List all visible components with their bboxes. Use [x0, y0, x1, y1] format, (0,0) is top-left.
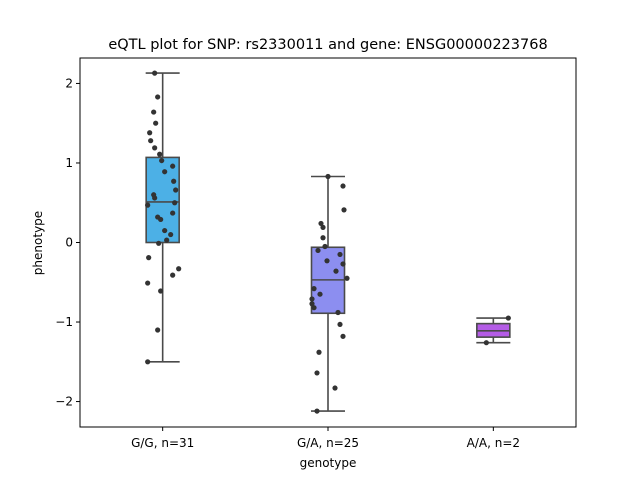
data-point [322, 243, 328, 250]
data-point [145, 280, 151, 286]
data-point [152, 70, 158, 76]
data-point [314, 408, 320, 414]
data-point [335, 309, 341, 316]
data-point [314, 370, 320, 376]
data-point [170, 210, 176, 216]
data-point [172, 200, 178, 206]
data-point [155, 94, 161, 100]
data-point [152, 195, 158, 201]
data-point [311, 305, 317, 311]
data-point [148, 138, 154, 144]
y-tick-label: 2 [65, 76, 73, 90]
x-tick-label: G/A, n=25 [297, 436, 359, 450]
data-point [171, 178, 177, 184]
data-point [146, 255, 152, 261]
y-axis-label: phenotype [31, 211, 45, 275]
data-point [151, 109, 157, 115]
data-point [325, 173, 331, 180]
data-point [337, 321, 343, 328]
data-point [311, 286, 317, 292]
data-point [309, 296, 315, 302]
data-point [316, 349, 322, 355]
data-point [315, 247, 321, 254]
data-point [176, 266, 182, 272]
y-tick-label: 0 [65, 236, 73, 250]
data-point [332, 385, 338, 391]
data-point [320, 235, 326, 241]
data-point [147, 130, 153, 136]
data-point [309, 301, 315, 307]
y-tick-label: 1 [65, 156, 73, 170]
data-point [156, 240, 162, 246]
y-axis: −2 −1 0 1 2 [55, 76, 80, 409]
data-point [168, 231, 174, 238]
data-point [344, 275, 350, 281]
data-point [320, 224, 326, 230]
data-point [152, 145, 158, 151]
data-point [170, 163, 176, 169]
data-point [173, 187, 179, 193]
data-point [157, 151, 163, 157]
data-point [318, 220, 324, 227]
data-point [162, 227, 168, 234]
x-axis-label: genotype [300, 456, 357, 470]
y-tick-label: −1 [55, 315, 73, 329]
data-point [341, 207, 347, 213]
data-point [170, 272, 176, 278]
data-point [505, 315, 511, 321]
data-point [145, 359, 151, 365]
data-point [162, 169, 168, 175]
points-layer [145, 70, 511, 414]
data-point [483, 340, 489, 346]
chart-title: eQTL plot for SNP: rs2330011 and gene: E… [108, 37, 547, 53]
data-point [340, 183, 346, 189]
x-tick-label: A/A, n=2 [467, 436, 520, 450]
x-tick-label: G/G, n=31 [131, 436, 194, 450]
data-point [158, 216, 164, 223]
data-point [333, 268, 339, 274]
data-point [164, 237, 170, 243]
data-point [159, 157, 165, 164]
data-point [317, 291, 323, 297]
data-point [155, 327, 161, 333]
y-tick-label: −2 [55, 395, 73, 409]
x-axis: G/G, n=31 G/A, n=25 A/A, n=2 [131, 427, 520, 450]
data-point [340, 333, 346, 339]
data-point [153, 120, 159, 126]
data-point [337, 251, 343, 258]
data-point [324, 258, 330, 264]
data-point [145, 202, 151, 208]
data-point [158, 288, 164, 294]
data-point [340, 261, 346, 267]
